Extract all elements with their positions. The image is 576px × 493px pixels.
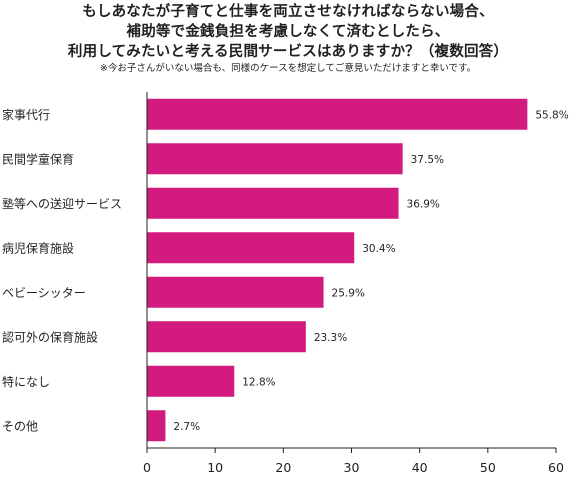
value-label: 36.9% <box>407 198 440 210</box>
bar <box>147 365 235 397</box>
value-label: 55.8% <box>535 109 568 121</box>
value-label: 37.5% <box>411 154 444 166</box>
x-tick-label: 40 <box>412 460 428 475</box>
category-label: 認可外の保育施設 <box>2 329 98 344</box>
category-label: その他 <box>2 419 38 433</box>
title-line-1: もしあなたが子育てと仕事を両立させなければならない場合、 <box>82 4 494 20</box>
bar <box>147 98 528 130</box>
category-label: 病児保育施設 <box>2 240 74 255</box>
value-label: 23.3% <box>314 332 347 344</box>
bar <box>147 187 399 219</box>
bar <box>147 321 306 353</box>
x-tick-label: 60 <box>548 460 564 475</box>
chart-note: ※今お子さんがいない場合も、同様のケースを想定してご意見いただけますと幸いです。 <box>99 63 477 74</box>
x-tick-label: 10 <box>207 460 223 475</box>
bar <box>147 410 166 442</box>
x-tick-label: 30 <box>344 460 360 475</box>
chart-title: もしあなたが子育てと仕事を両立させなければならない場合、 補助等で金銭負担を考慮… <box>0 2 576 75</box>
value-label: 2.7% <box>173 421 200 433</box>
category-label: 民間学童保育 <box>2 151 74 166</box>
category-label: 特になし <box>2 374 50 389</box>
x-tick-label: 20 <box>275 460 291 475</box>
category-label: 塾等への送迎サービス <box>2 196 122 211</box>
x-tick-label: 50 <box>480 460 496 475</box>
value-label: 30.4% <box>362 243 395 255</box>
bar <box>147 143 403 175</box>
x-tick-label: 0 <box>143 460 151 475</box>
bar <box>147 232 355 264</box>
title-line-3: 利用してみたいと考える民間サービスはありますか？（複数回答） <box>67 44 509 60</box>
category-label: 家事代行 <box>2 107 50 122</box>
value-label: 12.8% <box>242 376 275 388</box>
category-label: ベビーシッター <box>2 286 86 300</box>
bar <box>147 276 324 308</box>
title-line-2: 補助等で金銭負担を考慮しなくて済むとしたら、 <box>126 24 450 40</box>
value-label: 25.9% <box>332 287 365 299</box>
